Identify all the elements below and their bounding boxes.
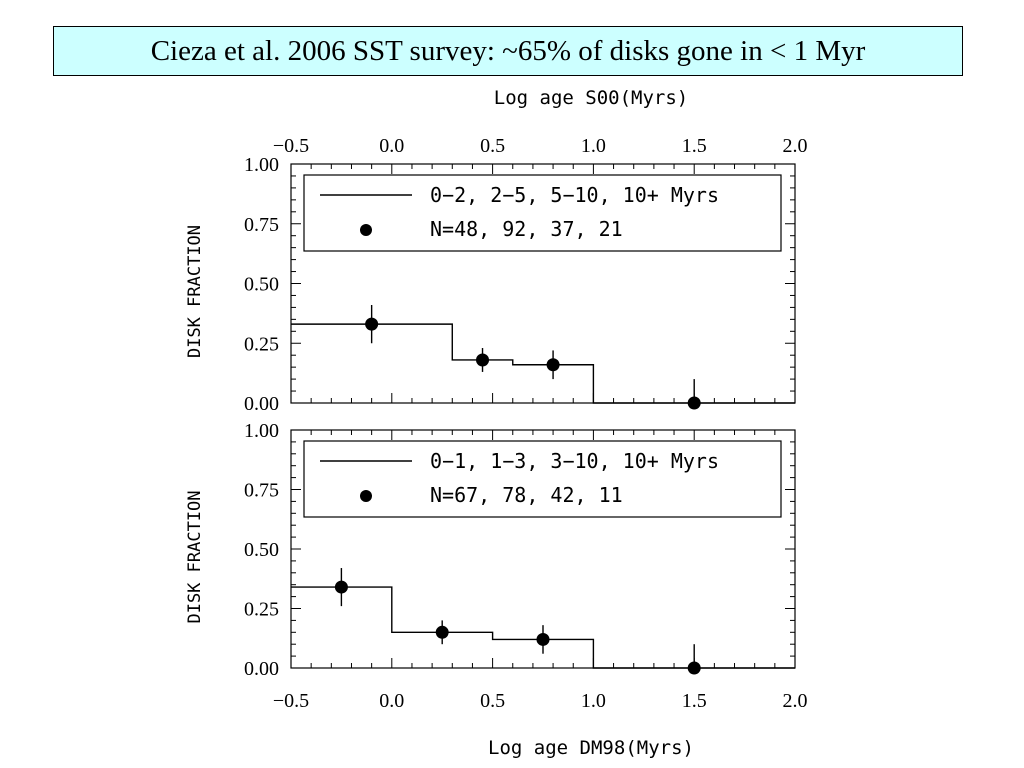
legend-point-swatch xyxy=(360,224,372,236)
data-point xyxy=(687,396,701,410)
data-point xyxy=(365,317,379,331)
data-point xyxy=(435,625,449,639)
y-tick-label: 0.25 xyxy=(244,333,279,355)
x-tick-label: 0.0 xyxy=(379,690,404,712)
y-tick-label: 0.75 xyxy=(244,480,279,502)
data-point xyxy=(334,580,348,594)
y-tick-label: 0.00 xyxy=(244,658,279,680)
x-tick-label: 0.0 xyxy=(379,135,404,157)
legend-box xyxy=(303,440,782,518)
x-tick-label: −0.5 xyxy=(273,135,309,157)
legend-line-label: 0−1, 1−3, 3−10, 10+ Myrs xyxy=(430,449,719,473)
x-axis-title: Log age S00(Myrs) xyxy=(494,87,688,109)
x-tick-label: 2.0 xyxy=(783,690,808,712)
x-tick-label: 0.5 xyxy=(480,690,505,712)
x-tick-label: 1.0 xyxy=(581,690,606,712)
y-tick-label: 0.50 xyxy=(244,274,279,296)
x-tick-label: 1.0 xyxy=(581,135,606,157)
y-axis-title: DISK FRACTION xyxy=(185,490,205,623)
step-line xyxy=(291,323,795,404)
legend-line-label: 0−2, 2−5, 5−10, 10+ Myrs xyxy=(430,183,719,207)
data-point xyxy=(536,632,550,646)
step-line xyxy=(291,586,795,669)
legend-point-label: N=67, 78, 42, 11 xyxy=(430,483,623,507)
x-tick-label: −0.5 xyxy=(273,690,309,712)
x-tick-label: 2.0 xyxy=(783,135,808,157)
x-tick-label: 1.5 xyxy=(682,135,707,157)
data-point xyxy=(546,358,560,372)
y-tick-label: 0.75 xyxy=(244,214,279,236)
y-tick-label: 1.00 xyxy=(244,154,279,176)
x-tick-label: 1.5 xyxy=(682,690,707,712)
panel-top: 0.00 0.25 0.50 0.75 1.00−0.5 0.0 0.5 1.0 1.5 2.0 L… xyxy=(185,87,808,415)
legend-point-swatch xyxy=(360,490,372,502)
y-tick-label: 0.50 xyxy=(244,539,279,561)
panel-bottom: 0.00 0.25 0.50 0.75 1.00 −0.5 0.0 0.5 1.0 1.5 2.0 L… xyxy=(185,420,808,759)
data-point xyxy=(687,661,701,675)
y-axis-title: DISK FRACTION xyxy=(185,225,205,358)
legend-box xyxy=(303,174,782,252)
slide-title: Cieza et al. 2006 SST survey: ~65% of di… xyxy=(53,26,963,76)
y-tick-label: 0.25 xyxy=(244,599,279,621)
data-point xyxy=(476,353,490,367)
x-axis-title: Log age DM98(Myrs) xyxy=(488,737,694,759)
x-tick-label: 0.5 xyxy=(480,135,505,157)
legend-point-label: N=48, 92, 37, 21 xyxy=(430,217,623,241)
y-tick-label: 0.00 xyxy=(244,393,279,415)
y-tick-label: 1.00 xyxy=(244,420,279,442)
